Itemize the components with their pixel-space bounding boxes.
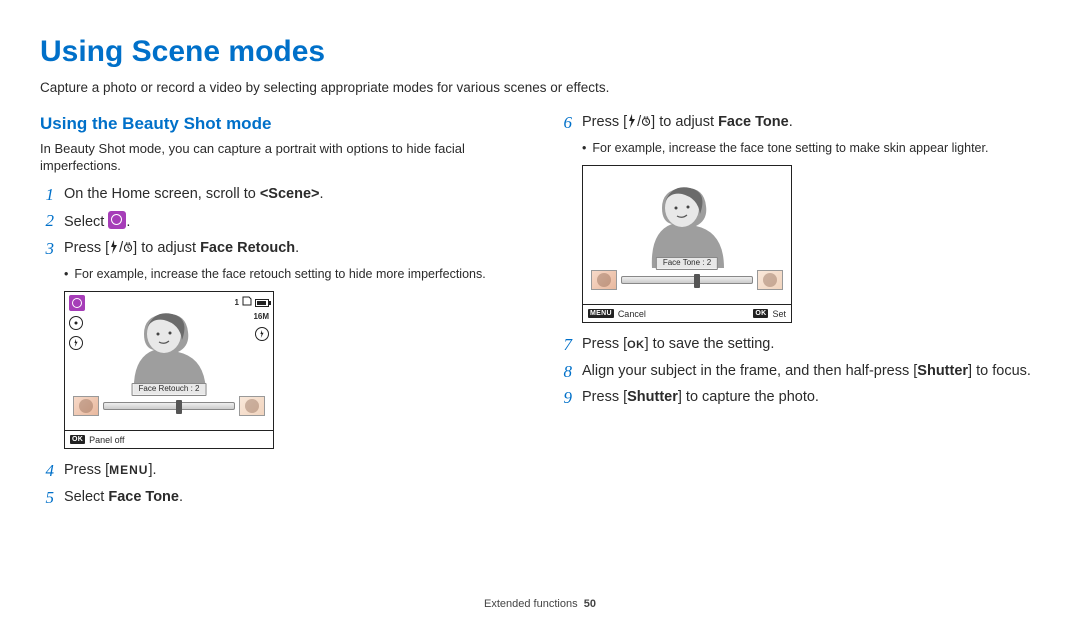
step-number: 7: [558, 335, 572, 355]
step-9: 9 Press [Shutter] to capture the photo.: [558, 388, 1040, 408]
thumb-before: [591, 270, 617, 290]
slider-track: [103, 402, 235, 410]
mode-icon: [69, 295, 85, 311]
step-text: On the Home screen, scroll to <Scene>.: [64, 185, 324, 205]
step-text: Align your subject in the frame, and the…: [582, 362, 1031, 382]
step-number: 6: [558, 113, 572, 133]
slider-row: [73, 396, 265, 416]
timer-icon: [641, 114, 651, 135]
menu-label: MENU: [109, 462, 148, 478]
step-2: 2 Select .: [40, 211, 522, 233]
target-icon: [69, 316, 83, 330]
camera-footer: MENU Cancel OK Set: [583, 304, 791, 322]
sd-icon: [242, 296, 252, 310]
step-1: 1 On the Home screen, scroll to <Scene>.: [40, 185, 522, 205]
step-text: Press [MENU].: [64, 461, 157, 481]
step-number: 4: [40, 461, 54, 481]
footer-text: Panel off: [89, 434, 124, 446]
step-number: 2: [40, 211, 54, 231]
slider-track: [621, 276, 753, 284]
flash-off-icon: [255, 327, 269, 341]
ok-badge: OK: [753, 309, 768, 318]
step-number: 3: [40, 239, 54, 259]
footer-text-left: Cancel: [618, 308, 646, 320]
menu-badge: MENU: [588, 309, 614, 318]
top-status: 1: [235, 295, 269, 311]
slider-handle: [694, 274, 700, 288]
section-intro: In Beauty Shot mode, you can capture a p…: [40, 140, 522, 175]
thumb-before: [73, 396, 99, 416]
slider-row: [591, 270, 783, 290]
ok-badge: OK: [70, 435, 85, 444]
step-3: 3 Press [/] to adjust Face Retouch.: [40, 239, 522, 261]
step-3-bullet: For example, increase the face retouch s…: [64, 266, 522, 283]
portrait-illustration: [632, 180, 742, 268]
flash-icon: [627, 114, 637, 135]
step-6-bullet: For example, increase the face tone sett…: [582, 140, 1040, 157]
step-4: 4 Press [MENU].: [40, 461, 522, 481]
setting-label: Face Tone : 2: [656, 257, 718, 270]
timer-icon: [123, 240, 133, 261]
step-text: Select Face Tone.: [64, 488, 183, 508]
flash-icon: [109, 240, 119, 261]
resolution-label: 16M: [253, 312, 269, 323]
step-text: Select .: [64, 211, 130, 233]
flash-mode-icon: [69, 336, 83, 350]
step-5: 5 Select Face Tone.: [40, 488, 522, 508]
camera-screen-retouch: 1 16M: [64, 291, 274, 449]
step-6: 6 Press [/] to adjust Face Tone.: [558, 113, 1040, 135]
step-text: Press [OK] to save the setting.: [582, 335, 774, 355]
step-text: Press [/] to adjust Face Tone.: [582, 113, 793, 135]
slider-handle: [176, 400, 182, 414]
beauty-shot-icon: [108, 211, 126, 229]
portrait-illustration: [114, 306, 224, 394]
right-column: 6 Press [/] to adjust Face Tone. For exa…: [558, 113, 1040, 514]
left-column: Using the Beauty Shot mode In Beauty Sho…: [40, 113, 522, 514]
setting-label: Face Retouch : 2: [132, 383, 207, 396]
step-number: 9: [558, 388, 572, 408]
thumb-after: [239, 396, 265, 416]
page-subtitle: Capture a photo or record a video by sel…: [40, 79, 1040, 97]
content-columns: Using the Beauty Shot mode In Beauty Sho…: [40, 113, 1040, 514]
camera-footer: OK Panel off: [65, 430, 273, 448]
camera-screen-tone: Face Tone : 2 MENU Cancel OK Set: [582, 165, 792, 323]
step-8: 8 Align your subject in the frame, and t…: [558, 362, 1040, 382]
step-number: 8: [558, 362, 572, 382]
step-number: 1: [40, 185, 54, 205]
footer-text-right: Set: [772, 308, 786, 320]
step-7: 7 Press [OK] to save the setting.: [558, 335, 1040, 355]
page-title: Using Scene modes: [40, 32, 1040, 73]
step-text: Press [Shutter] to capture the photo.: [582, 388, 819, 408]
step-number: 5: [40, 488, 54, 508]
thumb-after: [757, 270, 783, 290]
step-text: Press [/] to adjust Face Retouch.: [64, 239, 299, 261]
battery-icon: [255, 299, 269, 307]
section-title: Using the Beauty Shot mode: [40, 113, 522, 136]
page-footer: Extended functions 50: [0, 597, 1080, 612]
ok-label: OK: [627, 338, 645, 353]
